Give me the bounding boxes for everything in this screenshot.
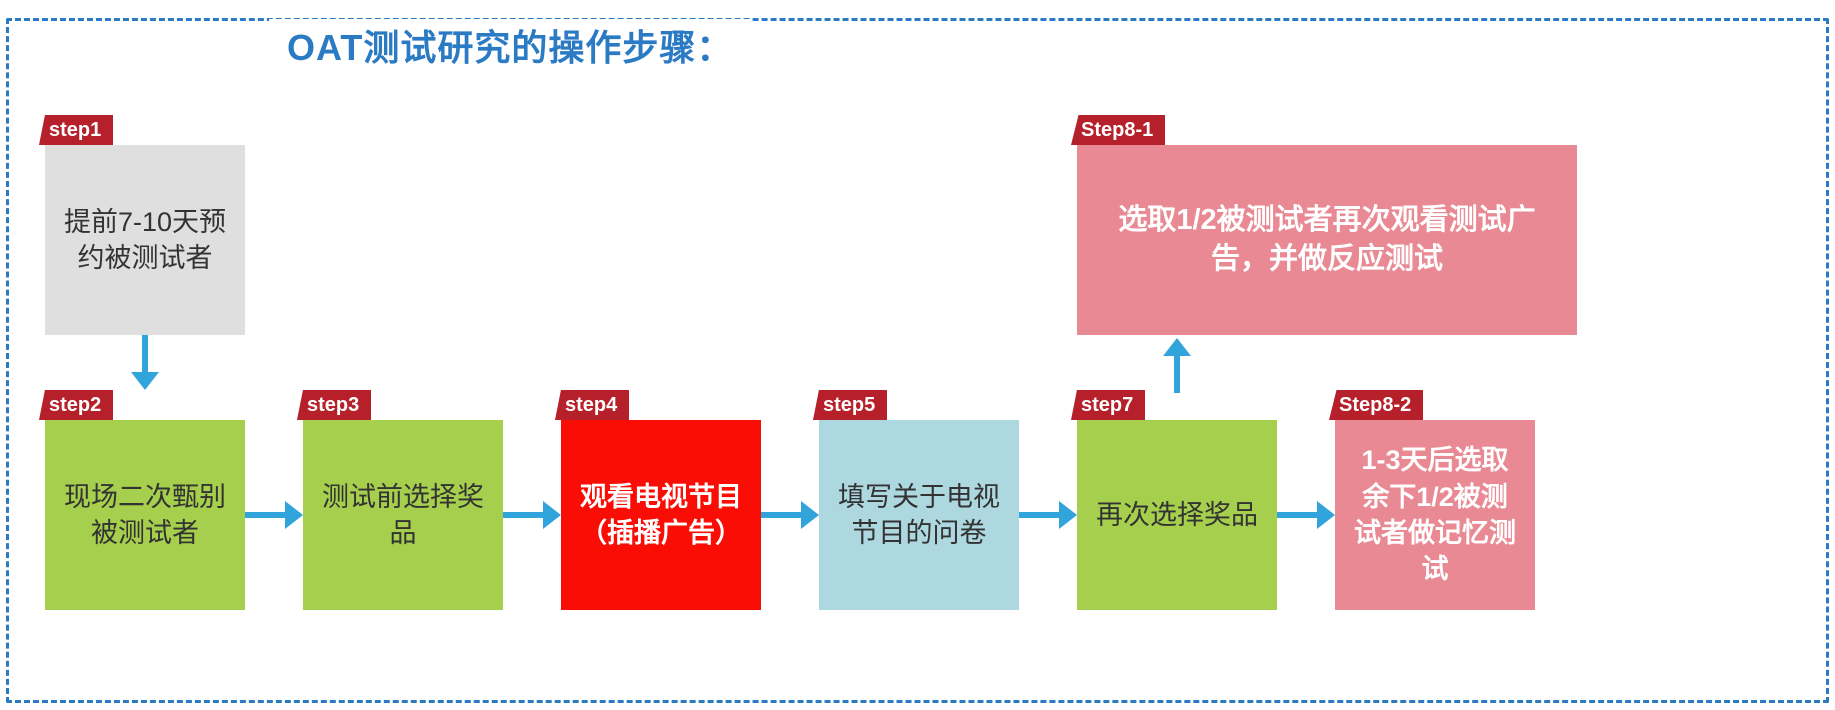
step-text: 提前7-10天预约被测试者	[61, 204, 229, 277]
step-tag: Step8-2	[1329, 390, 1423, 420]
step-tag: Step8-1	[1071, 115, 1165, 145]
step-tag: step4	[555, 390, 629, 420]
flow-box-s7: step7再次选择奖品	[1077, 420, 1277, 610]
step-text: 观看电视节目（插播广告）	[577, 479, 745, 552]
flow-arrow	[761, 501, 819, 529]
flow-box-s81: Step8-1选取1/2被测试者再次观看测试广告，并做反应测试	[1077, 145, 1577, 335]
flow-stage: step1提前7-10天预约被测试者step2现场二次甄别被测试者step3测试…	[0, 0, 1835, 710]
step-text: 现场二次甄别被测试者	[61, 479, 229, 552]
flow-arrow	[1277, 501, 1335, 529]
step-text: 填写关于电视节目的问卷	[835, 479, 1003, 552]
flow-box-s3: step3测试前选择奖品	[303, 420, 503, 610]
flow-arrow	[245, 501, 303, 529]
flow-box-s2: step2现场二次甄别被测试者	[45, 420, 245, 610]
step-tag: step5	[813, 390, 887, 420]
flow-arrow	[1019, 501, 1077, 529]
step-tag: step2	[39, 390, 113, 420]
flow-box-s4: step4观看电视节目（插播广告）	[561, 420, 761, 610]
flow-arrow	[131, 335, 159, 390]
step-text: 选取1/2被测试者再次观看测试广告，并做反应测试	[1093, 201, 1561, 279]
step-text: 再次选择奖品	[1096, 497, 1258, 533]
flow-box-s5: step5填写关于电视节目的问卷	[819, 420, 1019, 610]
step-tag: step1	[39, 115, 113, 145]
step-text: 测试前选择奖品	[319, 479, 487, 552]
flow-box-s82: Step8-21-3天后选取余下1/2被测试者做记忆测试	[1335, 420, 1535, 610]
step-tag: step7	[1071, 390, 1145, 420]
step-tag: step3	[297, 390, 371, 420]
flow-arrow	[1163, 338, 1191, 393]
flow-box-s1: step1提前7-10天预约被测试者	[45, 145, 245, 335]
flow-arrow	[503, 501, 561, 529]
step-text: 1-3天后选取余下1/2被测试者做记忆测试	[1351, 442, 1519, 588]
